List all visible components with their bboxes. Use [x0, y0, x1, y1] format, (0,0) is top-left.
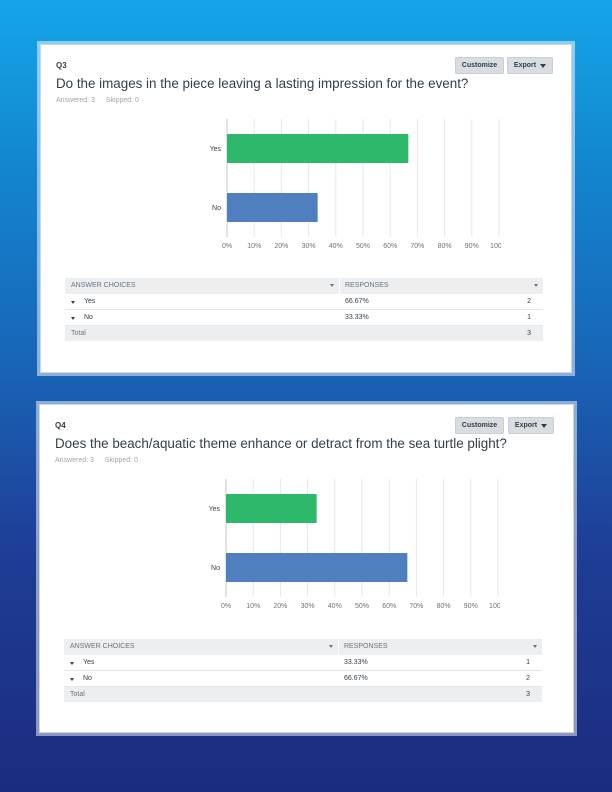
response-count: 2	[526, 675, 530, 682]
answer-choice: Yes	[83, 659, 95, 666]
x-tick-label: 0%	[221, 603, 231, 610]
table-row: Yes 33.33% 1	[64, 655, 542, 671]
response-percent: 66.67%	[345, 298, 369, 305]
customize-button-label: Customize	[461, 62, 498, 69]
x-tick-label: 100%	[490, 243, 501, 250]
x-tick-label: 60%	[383, 243, 397, 250]
y-category-label: Yes	[209, 506, 221, 513]
table-total-row: Total 3	[64, 687, 542, 702]
export-button-label: Export	[513, 62, 537, 69]
column-divider	[339, 278, 340, 294]
table-row: No 33.33% 1	[65, 310, 543, 326]
total-label: Total	[70, 691, 85, 698]
skipped-count: Skipped: 0	[104, 457, 138, 464]
caret-down-icon	[540, 63, 547, 68]
response-count: 2	[527, 298, 531, 305]
total-label: Total	[71, 330, 86, 337]
answered-count: Answered: 3	[55, 457, 94, 464]
question-number: Q4	[55, 421, 66, 430]
sort-down-icon[interactable]	[534, 284, 538, 287]
answer-table: ANSWER CHOICES RESPONSES Yes 33.33% 1 No…	[64, 639, 542, 702]
expand-row-icon[interactable]	[70, 678, 74, 681]
x-tick-label: 60%	[382, 603, 396, 610]
export-button[interactable]: Export	[507, 57, 553, 74]
x-tick-label: 90%	[464, 603, 478, 610]
bar-yes	[227, 134, 409, 163]
bar-chart: 0% 10% 20% 30% 40% 50% 60% 70% 80% 90% 100% Yes No	[210, 119, 501, 250]
y-category-label: Yes	[210, 146, 222, 153]
sort-down-icon[interactable]	[533, 645, 537, 648]
x-tick-label: 30%	[301, 603, 315, 610]
column-divider	[338, 639, 339, 655]
y-category-label: No	[212, 205, 221, 212]
response-percent: 33.33%	[344, 659, 368, 666]
bar-no	[226, 553, 408, 582]
answer-table: ANSWER CHOICES RESPONSES Yes 66.67% 2 No…	[65, 278, 543, 341]
expand-row-icon[interactable]	[70, 662, 74, 665]
y-category-label: No	[211, 565, 220, 572]
sort-down-icon[interactable]	[329, 645, 333, 648]
skipped-count: Skipped: 0	[105, 97, 139, 104]
x-tick-label: 50%	[355, 603, 369, 610]
export-button-label: Export	[514, 422, 538, 429]
bar-yes	[226, 494, 317, 523]
answer-choice: No	[83, 675, 92, 682]
x-tick-label: 70%	[410, 243, 424, 250]
x-tick-label: 10%	[246, 603, 260, 610]
x-tick-label: 10%	[247, 243, 261, 250]
total-count: 3	[526, 691, 530, 698]
answer-choices-header[interactable]: ANSWER CHOICES	[71, 282, 136, 289]
question-title: Does the beach/aquatic theme enhance or …	[55, 436, 507, 451]
table-header: ANSWER CHOICES RESPONSES	[64, 639, 542, 655]
table-row: Yes 66.67% 2	[65, 294, 543, 310]
x-tick-label: 30%	[302, 243, 316, 250]
answer-choices-header[interactable]: ANSWER CHOICES	[70, 643, 135, 650]
expand-row-icon[interactable]	[71, 317, 75, 320]
x-tick-label: 20%	[274, 243, 288, 250]
customize-button[interactable]: Customize	[455, 417, 504, 434]
customize-button-label: Customize	[461, 422, 498, 429]
x-tick-label: 0%	[222, 243, 232, 250]
x-tick-label: 80%	[437, 603, 451, 610]
response-percent: 33.33%	[345, 314, 369, 321]
caret-down-icon	[541, 423, 548, 428]
responses-header[interactable]: RESPONSES	[344, 643, 388, 650]
expand-row-icon[interactable]	[71, 301, 75, 304]
question-meta: Answered: 3 Skipped: 0	[56, 97, 139, 104]
x-tick-label: 40%	[329, 243, 343, 250]
question-card-q3: Q3 Do the images in the piece leaving a …	[40, 44, 572, 373]
export-button[interactable]: Export	[508, 417, 554, 434]
total-count: 3	[527, 330, 531, 337]
customize-button[interactable]: Customize	[455, 57, 504, 74]
bar-chart: 0% 10% 20% 30% 40% 50% 60% 70% 80% 90% 100% Yes No	[209, 479, 500, 610]
answer-choice: Yes	[84, 298, 96, 305]
x-tick-label: 50%	[356, 243, 370, 250]
x-tick-label: 40%	[328, 603, 342, 610]
sort-down-icon[interactable]	[330, 284, 334, 287]
table-row: No 66.67% 2	[64, 671, 542, 687]
response-count: 1	[527, 314, 531, 321]
question-title: Do the images in the piece leaving a las…	[56, 76, 469, 91]
response-percent: 66.67%	[344, 675, 368, 682]
x-tick-label: 20%	[273, 603, 287, 610]
x-tick-label: 70%	[409, 603, 423, 610]
table-header: ANSWER CHOICES RESPONSES	[65, 278, 543, 294]
response-count: 1	[526, 659, 530, 666]
x-tick-label: 80%	[438, 243, 452, 250]
bar-no	[227, 193, 318, 222]
responses-header[interactable]: RESPONSES	[345, 282, 389, 289]
answer-choice: No	[84, 314, 93, 321]
question-meta: Answered: 3 Skipped: 0	[55, 457, 138, 464]
question-number: Q3	[56, 61, 67, 70]
question-card-q4: Q4 Does the beach/aquatic theme enhance …	[39, 404, 574, 733]
table-total-row: Total 3	[65, 326, 543, 341]
x-tick-label: 90%	[465, 243, 479, 250]
x-tick-label: 100%	[489, 603, 500, 610]
answered-count: Answered: 3	[56, 97, 95, 104]
